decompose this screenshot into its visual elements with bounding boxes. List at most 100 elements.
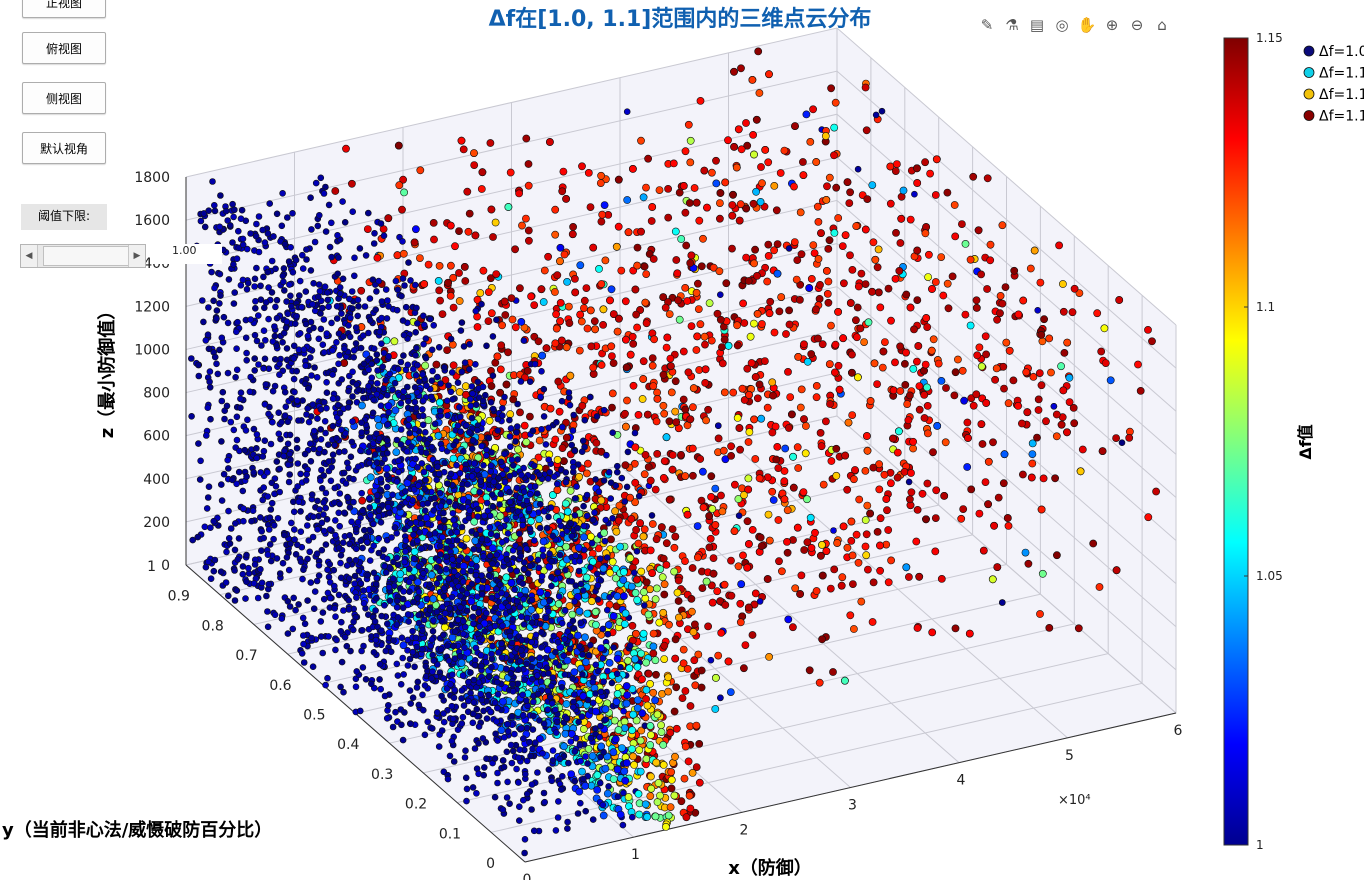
data-point <box>318 484 326 492</box>
data-point <box>950 201 959 209</box>
data-point <box>857 597 866 606</box>
data-point <box>405 565 413 573</box>
data-point <box>411 225 420 234</box>
data-point <box>374 367 381 374</box>
data-point <box>373 574 381 582</box>
data-point <box>640 262 649 271</box>
data-point <box>803 495 811 504</box>
data-point <box>438 445 446 453</box>
data-point <box>864 565 872 574</box>
data-point <box>420 321 428 329</box>
data-point <box>257 282 264 290</box>
data-point <box>493 352 502 361</box>
data-point <box>874 245 883 254</box>
data-point <box>252 297 259 305</box>
data-point <box>248 517 255 525</box>
data-point <box>487 205 496 214</box>
data-point <box>633 323 641 332</box>
data-point <box>667 388 676 397</box>
data-point <box>455 269 463 277</box>
data-point <box>675 315 684 324</box>
data-point <box>742 204 751 213</box>
data-point <box>873 380 881 388</box>
data-point <box>320 499 328 506</box>
data-point <box>352 556 360 564</box>
data-point <box>659 370 668 379</box>
data-point <box>1057 420 1066 429</box>
data-point <box>1125 433 1134 442</box>
data-point <box>814 334 822 343</box>
data-point <box>373 492 381 499</box>
data-point <box>667 362 675 370</box>
data-point <box>911 190 918 198</box>
data-point <box>216 223 223 231</box>
data-point <box>279 559 287 567</box>
data-point <box>373 594 380 602</box>
data-point <box>223 548 230 556</box>
data-point <box>788 410 796 419</box>
data-point <box>404 611 412 618</box>
data-point <box>848 265 857 274</box>
data-point <box>891 274 900 283</box>
data-point <box>322 504 330 512</box>
data-point <box>307 267 315 274</box>
data-point <box>410 547 419 556</box>
data-point <box>317 325 325 333</box>
data-point <box>339 539 347 547</box>
data-point <box>847 517 856 526</box>
data-point <box>905 478 913 486</box>
data-point <box>247 373 254 381</box>
data-point <box>609 310 618 318</box>
data-point <box>1014 401 1022 410</box>
data-point <box>802 110 811 119</box>
data-point <box>415 254 424 262</box>
data-point <box>420 280 429 288</box>
data-point <box>870 359 879 368</box>
grid-z-line <box>185 199 1177 498</box>
data-point <box>840 279 848 288</box>
data-point <box>499 697 507 706</box>
data-point <box>1144 325 1152 334</box>
data-point <box>634 410 643 419</box>
data-point <box>268 499 276 507</box>
data-point <box>471 231 480 240</box>
data-point <box>824 298 833 307</box>
data-point <box>455 297 464 305</box>
data-point <box>428 377 436 385</box>
data-point <box>280 452 288 460</box>
data-point <box>231 597 239 604</box>
data-point <box>305 418 313 426</box>
data-point <box>571 274 579 283</box>
data-point <box>915 405 924 414</box>
data-point <box>386 509 393 517</box>
data-point <box>202 563 210 571</box>
data-point <box>586 306 595 315</box>
data-point <box>354 518 362 526</box>
data-point <box>261 401 269 408</box>
data-point <box>274 514 282 522</box>
data-point <box>394 286 402 294</box>
data-point <box>810 249 819 257</box>
data-point <box>306 354 314 361</box>
data-point <box>243 349 250 357</box>
data-point <box>286 281 293 288</box>
data-point <box>230 213 237 221</box>
data-point <box>347 647 354 655</box>
data-point <box>376 676 383 683</box>
data-point <box>308 226 315 233</box>
data-point <box>264 230 272 237</box>
data-point <box>425 464 432 471</box>
data-point <box>410 531 417 539</box>
data-point <box>891 167 900 175</box>
data-point <box>506 410 515 419</box>
data-point <box>445 382 452 389</box>
data-point <box>393 660 401 668</box>
data-point <box>1021 548 1030 557</box>
data-point <box>348 438 356 446</box>
data-point <box>354 312 362 320</box>
data-point <box>218 497 226 504</box>
data-point <box>422 335 430 342</box>
data-point <box>385 583 393 591</box>
data-point <box>965 629 974 638</box>
